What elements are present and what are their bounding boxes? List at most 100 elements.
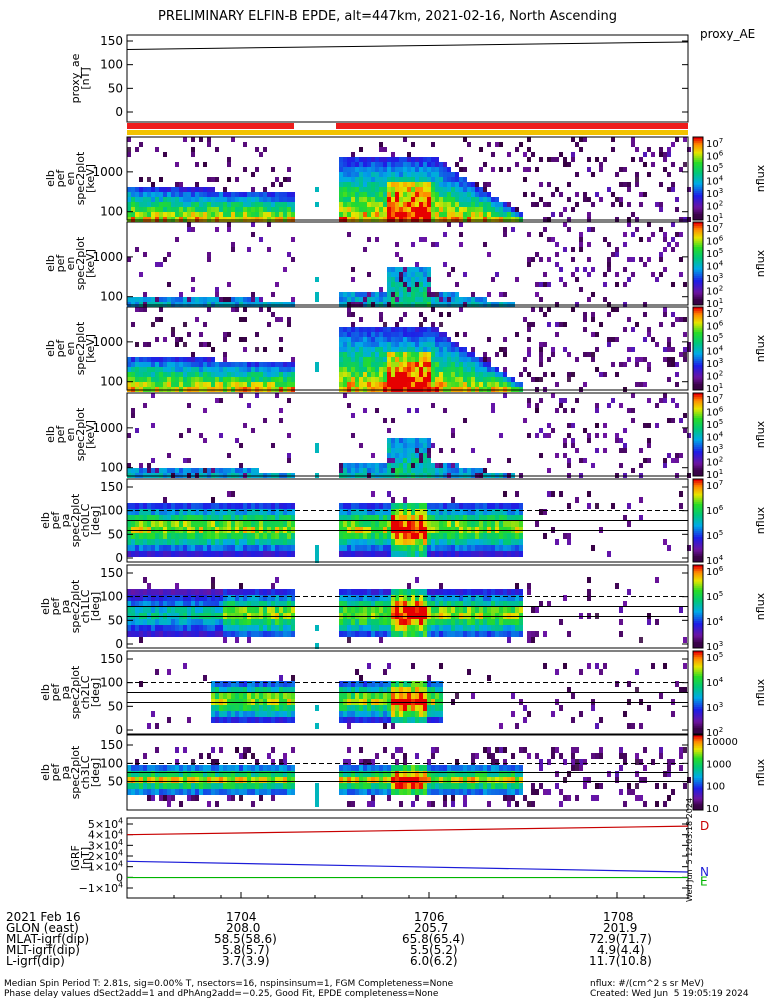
spectrogram-cell [423,377,427,382]
spectrogram-cell [395,515,399,521]
spectrogram-cell [587,352,591,357]
spectrogram-cell [287,631,291,637]
spectrogram-cell [423,292,427,297]
spectrogram-cell [667,347,671,352]
spectrogram-cell [227,491,231,497]
colorbar-swatch [693,166,703,169]
spectrogram-cell [411,533,415,539]
spectrogram-cell [547,157,551,162]
spectrogram-cell [239,601,243,607]
spectrogram-cell [391,619,395,625]
colorbar-swatch [693,365,703,368]
spectrogram-cell [451,187,455,192]
spectrogram-cell [455,631,459,637]
spectrogram-cell [631,408,635,413]
spectrogram-cell [215,545,219,551]
spectrogram-cell [383,192,387,197]
spectrogram-cell [355,197,359,202]
spectrogram-cell [383,337,387,342]
spectrogram-cell [155,367,159,372]
spectrogram-cell [235,693,239,699]
spectrogram-cell [435,342,439,347]
spectrogram-cell [399,545,403,551]
spectrogram-cell [127,197,131,202]
spectrogram-cell [451,342,455,347]
spectrogram-cell [503,631,507,637]
spectrogram-cell [643,337,647,342]
spectrogram-cell [519,515,523,521]
spectrogram-cell [471,372,475,377]
spectrogram-cell [543,433,547,438]
spectrogram-cell [195,589,199,595]
spectrogram-cell [387,202,391,207]
spectrogram-cell [531,152,535,157]
spectrogram-cell [431,509,435,515]
spectrogram-cell [227,545,231,551]
spectrogram-cell [487,509,491,515]
spectrogram-cell [279,337,283,342]
spectrogram-cell [591,202,595,207]
spectrogram-cell [211,468,215,473]
spectrogram-cell [359,443,363,448]
spectrogram-cell [143,197,147,202]
spectrogram-cell [187,533,191,539]
spectrogram-cell [383,157,387,162]
spectrogram-cell [219,202,223,207]
spectrogram-cell [443,297,447,302]
spectrogram-cell [283,711,287,717]
spectrogram-cell [339,515,343,521]
spectrogram-cell [363,601,367,607]
spectrogram-cell [247,607,251,613]
spectrogram-cell [363,357,367,362]
spectrogram-cell [207,625,211,631]
spectrogram-cell [243,503,247,509]
spectrogram-cell [415,292,419,297]
spectrogram-cell [219,192,223,197]
spectrogram-cell [183,197,187,202]
spectrogram-cell [499,607,503,613]
spectrogram-cell [399,367,403,372]
spectrogram-cell [191,367,195,372]
spectrogram-cell [399,202,403,207]
spectrogram-cell [387,267,391,272]
spectrogram-cell [435,619,439,625]
spectrogram-cell [255,297,259,302]
colorbar-swatch [693,251,703,254]
colorbar-swatch [693,633,703,637]
spectrogram-cell [615,438,619,443]
spectrogram-cell [347,172,351,177]
spectrogram-cell [211,705,215,711]
spectrogram-cell [411,267,415,272]
colorbar-swatch [693,336,703,339]
spectrogram-cell [467,142,471,147]
spectrogram-cell [215,377,219,382]
spectrogram-cell [219,509,223,515]
spectrogram-cell [371,631,375,637]
spectrogram-cell [231,601,235,607]
spectrogram-cell [423,521,427,527]
spectrogram-cell [491,197,495,202]
spectrogram-cell [419,595,423,601]
spectrogram-cell [207,252,211,257]
spectrogram-cell [243,382,247,387]
spectrogram-cell [247,247,251,252]
spectrogram-cell [367,601,371,607]
spectrogram-cell [139,681,143,687]
spectrogram-cell [255,197,259,202]
colorbar-swatch [693,645,703,649]
spectrogram-cell [343,625,347,631]
spectrogram-cell [139,382,143,387]
spectrogram-cell [499,509,503,515]
spectrogram-cell [403,595,407,601]
spectrogram-cell [539,282,543,287]
spectrogram-cell [343,509,347,515]
spectrogram-cell [555,332,559,337]
spectrogram-cell [479,625,483,631]
spectrogram-cell [207,177,211,182]
spectrogram-cell [283,177,287,182]
spectrogram-cell [427,607,431,613]
spectrogram-cell [379,607,383,613]
spectrogram-cell [343,515,347,521]
spectrogram-cell [427,342,431,347]
colorbar-swatch [693,545,703,548]
